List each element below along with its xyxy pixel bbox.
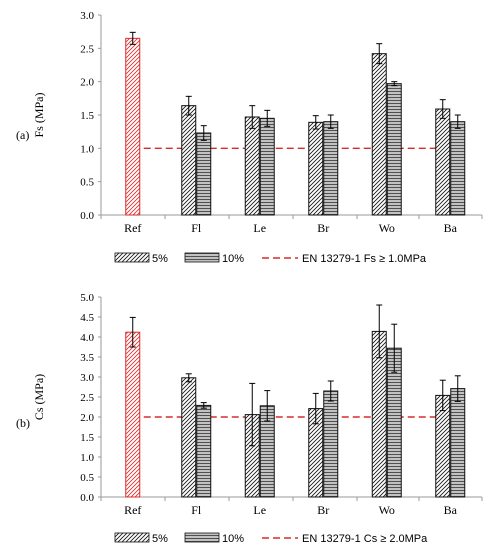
- category-label: Ref: [124, 503, 141, 517]
- chart-panel-a: (a) Fs (MPa) 0.0 0.5 1.0 1.5 2.0 2.5 3.0 Ref Fl Le B…: [16, 10, 483, 265]
- y-tick-label: 0.0: [80, 492, 94, 504]
- panel-label: (b): [16, 416, 30, 430]
- bar-5pct: [181, 105, 197, 216]
- category-label: Le: [253, 503, 266, 517]
- y-tick-label: 0.0: [80, 210, 94, 222]
- bar-5pct: [371, 53, 387, 216]
- bar-10pct: [196, 132, 212, 216]
- y-tick-label: 2.0: [80, 77, 94, 89]
- category-label: Br: [317, 221, 329, 235]
- category-label: Wo: [379, 221, 395, 235]
- bar-10pct: [323, 121, 339, 216]
- bar-5pct: [435, 108, 451, 216]
- category-label: Fl: [191, 503, 202, 517]
- bar-5pct: [308, 121, 324, 216]
- y-axis-label: Fs (MPa): [32, 92, 46, 137]
- y-tick-label: 1.5: [80, 110, 94, 122]
- bar-ref: [125, 331, 141, 498]
- y-tick-label: 2.0: [80, 412, 94, 424]
- legend-label-threshold: EN 13279-1 Fs ≥ 1.0MPa: [302, 253, 427, 265]
- category-label: Ba: [444, 221, 458, 235]
- y-tick-label: 3.0: [80, 372, 94, 384]
- legend-swatch-10pct: [184, 252, 220, 263]
- y-axis-label: Cs (MPa): [32, 374, 46, 420]
- legend: 5% 10% EN 13279-1 Fs ≥ 1.0MPa: [114, 252, 427, 265]
- y-tick-label: 0.5: [80, 472, 94, 484]
- bar-10pct: [259, 117, 275, 216]
- bar-5pct: [181, 377, 197, 498]
- y-tick-label: 1.0: [80, 143, 94, 155]
- category-label: Wo: [379, 503, 395, 517]
- chart-panel-b: (b)Cs (MPa) 0.0 0.5 1.0 1.5 2.0 2.5 3.0 3.5 4.0 4.…: [16, 292, 483, 545]
- legend-swatch-10pct: [184, 532, 220, 543]
- bar-10pct: [450, 121, 466, 216]
- y-tick-label: 1.5: [80, 432, 94, 444]
- legend-label-5pct: 5%: [152, 533, 168, 545]
- bar-10pct: [386, 83, 402, 216]
- y-tick-label: 4.0: [80, 332, 94, 344]
- panel-label: (a): [16, 128, 29, 142]
- bar-10pct: [196, 404, 212, 498]
- legend: 5% 10% EN 13279-1 Cs ≥ 2.0MPa: [114, 532, 428, 545]
- legend-swatch-5pct: [114, 252, 150, 263]
- category-label: Ba: [444, 503, 458, 517]
- bar-5pct: [244, 116, 260, 216]
- legend-label-10pct: 10%: [222, 533, 244, 545]
- bar-ref: [125, 37, 141, 216]
- y-tick-label: 5.0: [80, 292, 94, 304]
- bar-10pct: [323, 390, 339, 498]
- legend-label-threshold: EN 13279-1 Cs ≥ 2.0MPa: [302, 533, 428, 545]
- legend-label-5pct: 5%: [152, 253, 168, 265]
- y-tick-label: 2.5: [80, 43, 94, 55]
- y-tick-label: 4.5: [80, 312, 94, 324]
- category-label: Fl: [191, 221, 202, 235]
- legend-swatch-5pct: [114, 532, 150, 543]
- y-tick-label: 2.5: [80, 392, 94, 404]
- category-label: Br: [317, 503, 329, 517]
- y-tick-label: 1.0: [80, 452, 94, 464]
- y-tick-label: 3.0: [80, 10, 94, 22]
- y-tick-label: 0.5: [80, 177, 94, 189]
- category-label: Le: [253, 221, 266, 235]
- category-label: Ref: [124, 221, 141, 235]
- bar-10pct: [450, 388, 466, 498]
- legend-label-10pct: 10%: [222, 253, 244, 265]
- y-tick-label: 3.5: [80, 352, 94, 364]
